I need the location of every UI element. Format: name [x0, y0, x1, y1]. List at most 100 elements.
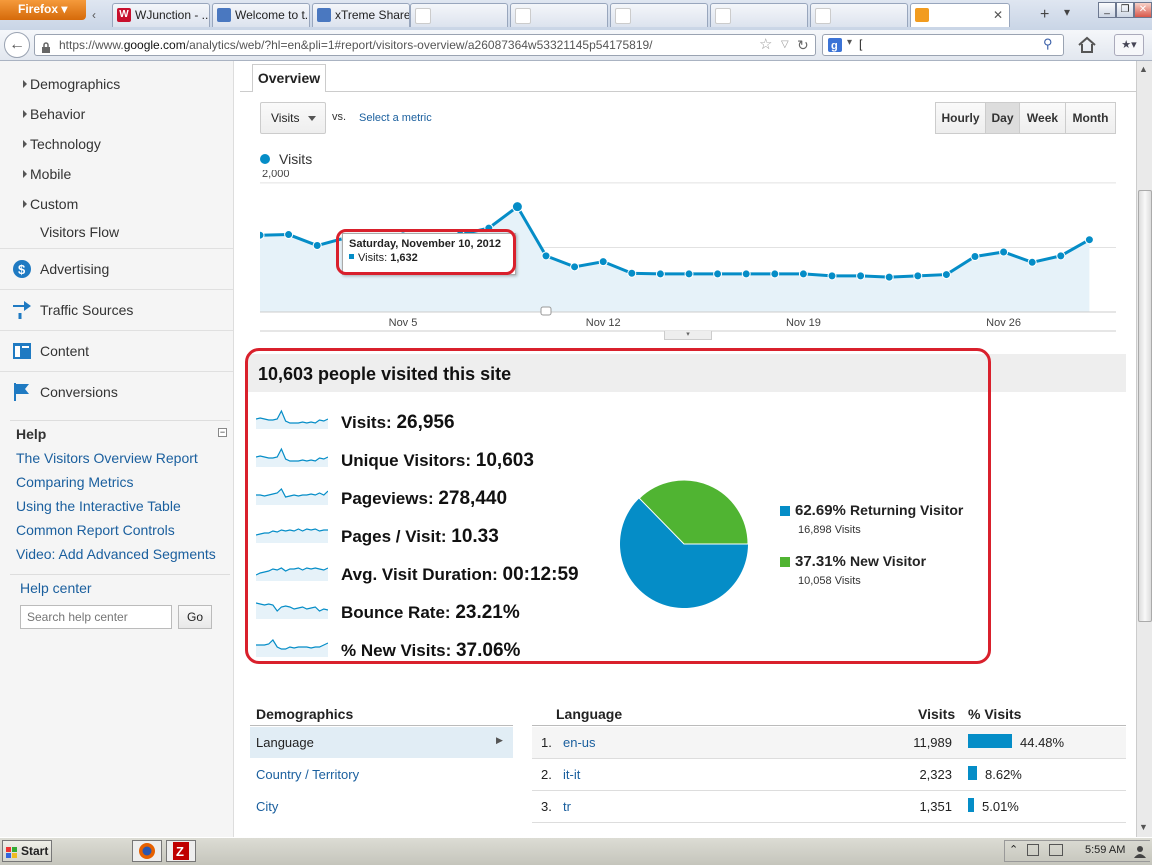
- visits-point[interactable]: [913, 271, 923, 281]
- browser-tab[interactable]: [810, 3, 908, 27]
- collapse-help-icon[interactable]: −: [218, 427, 227, 437]
- tray-expand-icon[interactable]: ⌃: [1009, 844, 1019, 856]
- browser-tab[interactable]: xTreme Sharez: [312, 3, 410, 27]
- browser-tab[interactable]: [510, 3, 608, 27]
- visits-point[interactable]: [570, 262, 580, 272]
- demographics-item-country-territory[interactable]: Country / Territory: [250, 759, 513, 790]
- home-icon[interactable]: [1076, 34, 1098, 56]
- annotation-marker-icon[interactable]: [540, 306, 552, 316]
- granularity-month-button[interactable]: Month: [1065, 102, 1116, 134]
- browser-tab[interactable]: Welcome to t...: [212, 3, 310, 27]
- bookmark-star-icon[interactable]: ☆: [759, 36, 773, 53]
- bookmarks-menu-icon[interactable]: ★▾: [1114, 34, 1144, 56]
- metric-sparkline[interactable]: [256, 407, 328, 429]
- visits-point[interactable]: [827, 271, 837, 281]
- close-window-button[interactable]: ✕: [1134, 2, 1152, 18]
- visits-point[interactable]: [541, 251, 551, 261]
- help-link[interactable]: Using the Interactive Table: [16, 498, 181, 514]
- tray-user-icon[interactable]: [1133, 844, 1147, 858]
- pie-slice-returning[interactable]: [620, 498, 748, 608]
- tab-scroll-left[interactable]: ‹: [92, 8, 96, 22]
- language-row[interactable]: 3. tr 1,351 5.01%: [532, 791, 1126, 823]
- tab-list-button[interactable]: ▾: [1064, 5, 1071, 19]
- browser-tab[interactable]: W WJunction - ...: [112, 3, 210, 27]
- language-link[interactable]: tr: [563, 799, 571, 814]
- history-dropdown-icon[interactable]: ▽: [781, 39, 789, 50]
- visits-point[interactable]: [713, 269, 723, 279]
- pie-legend-item[interactable]: 37.31% New Visitor: [795, 553, 926, 570]
- taskbar-firefox-icon[interactable]: [132, 840, 162, 862]
- visitor-type-pie-chart[interactable]: [618, 478, 750, 610]
- browser-tab[interactable]: [410, 3, 508, 27]
- browser-tab[interactable]: [710, 3, 808, 27]
- tray-network-icon[interactable]: [1049, 844, 1063, 856]
- minimize-button[interactable]: _: [1098, 2, 1116, 18]
- sidebar-item-conversions[interactable]: Conversions: [0, 371, 233, 412]
- tab-overview[interactable]: Overview: [252, 64, 326, 92]
- url-bar[interactable]: https://www.google.com/analytics/web/?hl…: [34, 34, 816, 56]
- help-center-link[interactable]: Help center: [20, 580, 92, 596]
- visits-point[interactable]: [856, 271, 866, 281]
- engine-dropdown-icon[interactable]: ▾: [847, 37, 853, 48]
- firefox-menu-button[interactable]: Firefox ▾: [0, 0, 86, 20]
- help-link[interactable]: Common Report Controls: [16, 522, 175, 538]
- language-row[interactable]: 2. it-it 2,323 8.62%: [532, 759, 1126, 791]
- browser-tab[interactable]: [610, 3, 708, 27]
- chart-collapse-handle[interactable]: ▾: [664, 331, 712, 340]
- metric-dropdown[interactable]: Visits: [260, 102, 326, 134]
- tray-shield-icon[interactable]: [1027, 844, 1039, 856]
- search-box[interactable]: g ▾ [ ⚲: [822, 34, 1064, 56]
- select-metric-link[interactable]: Select a metric: [359, 112, 432, 124]
- visits-point[interactable]: [798, 269, 808, 279]
- visits-point[interactable]: [284, 230, 294, 240]
- help-link[interactable]: The Visitors Overview Report: [16, 450, 198, 466]
- sidebar-item-technology[interactable]: Technology: [23, 136, 101, 152]
- taskbar-filezilla-icon[interactable]: Z: [166, 840, 196, 862]
- visits-point[interactable]: [1084, 235, 1094, 245]
- close-tab-icon[interactable]: ✕: [993, 8, 1004, 22]
- pie-legend-item[interactable]: 62.69% Returning Visitor: [795, 502, 963, 519]
- language-link[interactable]: it-it: [563, 767, 581, 782]
- sidebar-item-visitors-flow[interactable]: Visitors Flow: [40, 224, 120, 240]
- reload-icon[interactable]: ↻: [797, 37, 809, 53]
- start-button[interactable]: Start: [2, 840, 52, 862]
- sidebar-item-traffic-sources[interactable]: Traffic Sources: [0, 289, 233, 330]
- visits-point[interactable]: [970, 251, 980, 261]
- visits-point[interactable]: [941, 270, 951, 280]
- visits-point[interactable]: [770, 269, 780, 279]
- demographics-item-city[interactable]: City: [250, 791, 513, 822]
- visits-point[interactable]: [312, 241, 322, 251]
- sidebar-item-advertising[interactable]: $ Advertising: [0, 248, 233, 289]
- visits-point[interactable]: [627, 268, 637, 278]
- taskbar-clock[interactable]: 5:59 AM: [1085, 844, 1126, 856]
- browser-tab[interactable]: ✕: [910, 3, 1010, 27]
- visits-point[interactable]: [260, 230, 265, 240]
- help-link[interactable]: Comparing Metrics: [16, 474, 134, 490]
- visits-point[interactable]: [884, 272, 894, 282]
- scroll-down-arrow[interactable]: ▼: [1139, 822, 1148, 832]
- scroll-up-arrow[interactable]: ▲: [1139, 64, 1148, 74]
- language-row[interactable]: 1. en-us 11,989 44.48%: [532, 727, 1126, 759]
- sidebar-item-behavior[interactable]: Behavior: [22, 106, 86, 122]
- pie-slice-new[interactable]: [638, 479, 749, 545]
- granularity-week-button[interactable]: Week: [1019, 102, 1066, 134]
- visits-point[interactable]: [598, 257, 608, 267]
- visits-point[interactable]: [1056, 251, 1066, 261]
- demographics-item-language[interactable]: Language ▶: [250, 727, 513, 758]
- visits-point[interactable]: [655, 269, 665, 279]
- scrollbar-thumb[interactable]: [1138, 190, 1152, 622]
- search-go-icon[interactable]: ⚲: [1043, 36, 1053, 51]
- help-go-button[interactable]: Go: [178, 605, 212, 629]
- metric-sparkline[interactable]: [256, 635, 328, 657]
- sidebar-item-custom[interactable]: Custom: [22, 196, 79, 212]
- metric-sparkline[interactable]: [256, 521, 328, 543]
- metric-sparkline[interactable]: [256, 445, 328, 467]
- visits-point[interactable]: [1027, 257, 1037, 267]
- back-button[interactable]: ←: [4, 32, 30, 58]
- sidebar-item-content[interactable]: Content: [0, 330, 233, 371]
- language-link[interactable]: en-us: [563, 735, 596, 750]
- granularity-hourly-button[interactable]: Hourly: [935, 102, 986, 134]
- new-tab-button[interactable]: +: [1040, 6, 1050, 23]
- visits-point[interactable]: [684, 269, 694, 279]
- metric-sparkline[interactable]: [256, 597, 328, 619]
